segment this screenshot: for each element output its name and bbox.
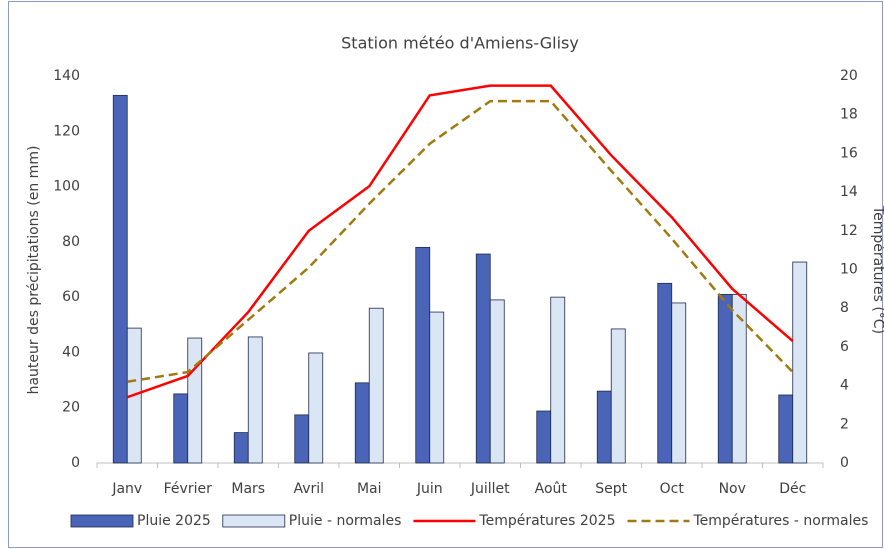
bar [354, 382, 370, 464]
bar [415, 246, 431, 464]
x-tick-label: Déc [779, 481, 806, 497]
x-tick-label: Juillet [470, 481, 510, 497]
x-tick-label: Mai [357, 481, 382, 497]
y2-tick-label: 16 [840, 145, 858, 161]
bar [596, 390, 612, 464]
bar [247, 336, 263, 464]
bar [778, 394, 794, 464]
y-axis-label: hauteur des précipitations (en mm) [26, 146, 42, 395]
y-tick-label: 120 [53, 123, 80, 139]
y-tick-label: 20 [62, 400, 80, 416]
bar [368, 307, 384, 464]
y-tick-label: 60 [62, 289, 80, 305]
y2-tick-label: 14 [840, 184, 858, 200]
y2-tick-label: 12 [840, 223, 858, 239]
x-tick-label: Août [535, 481, 568, 497]
y2-tick-label: 6 [840, 339, 849, 355]
bar [489, 299, 505, 464]
bar [717, 293, 733, 464]
y2-axis-label: Températures (°C) [870, 205, 884, 334]
bar [308, 352, 324, 464]
bar [610, 328, 626, 464]
bar [173, 393, 189, 464]
y-tick-label: 80 [62, 234, 80, 250]
x-tick-label: Sept [595, 481, 627, 497]
bar [187, 337, 203, 464]
bar [429, 311, 445, 464]
y2-tick-label: 0 [840, 455, 849, 471]
x-tick-label: Janv [111, 481, 142, 497]
bar [550, 296, 566, 464]
legend-label: Températures - normales [692, 513, 868, 529]
bar [475, 253, 491, 464]
y2-tick-label: 20 [840, 68, 858, 84]
y2-tick-label: 8 [840, 300, 849, 316]
legend-swatch [222, 514, 286, 528]
legend-label: Pluie - normales [289, 513, 402, 529]
legend-label: Pluie 2025 [137, 513, 211, 529]
bar [792, 261, 808, 464]
y-tick-label: 0 [71, 455, 80, 471]
y2-tick-label: 2 [840, 416, 849, 432]
y-tick-label: 40 [62, 344, 80, 360]
bar [294, 414, 310, 464]
legend-label: Températures 2025 [478, 513, 615, 529]
y-tick-label: 140 [53, 68, 80, 84]
bar [657, 282, 673, 464]
y2-tick-label: 10 [840, 262, 858, 278]
y-tick-label: 100 [53, 179, 80, 195]
x-tick-label: Nov [719, 481, 746, 497]
line-series [127, 99, 794, 383]
bar [536, 410, 552, 464]
bar [731, 293, 747, 464]
bar [233, 432, 249, 464]
legend-swatch [70, 514, 134, 528]
y2-tick-label: 18 [840, 107, 858, 123]
x-tick-label: Avril [293, 481, 324, 497]
x-tick-label: Février [164, 481, 212, 497]
bar [112, 94, 128, 464]
chart-frame [8, 1, 883, 548]
x-tick-label: Mars [231, 481, 265, 497]
chart-title: Station météo d'Amiens-Glisy [341, 34, 579, 53]
x-tick-label: Oct [660, 481, 685, 497]
line-series [126, 84, 794, 399]
bar [671, 302, 687, 464]
y2-tick-label: 4 [840, 378, 849, 394]
x-tick-label: Juin [416, 481, 443, 497]
